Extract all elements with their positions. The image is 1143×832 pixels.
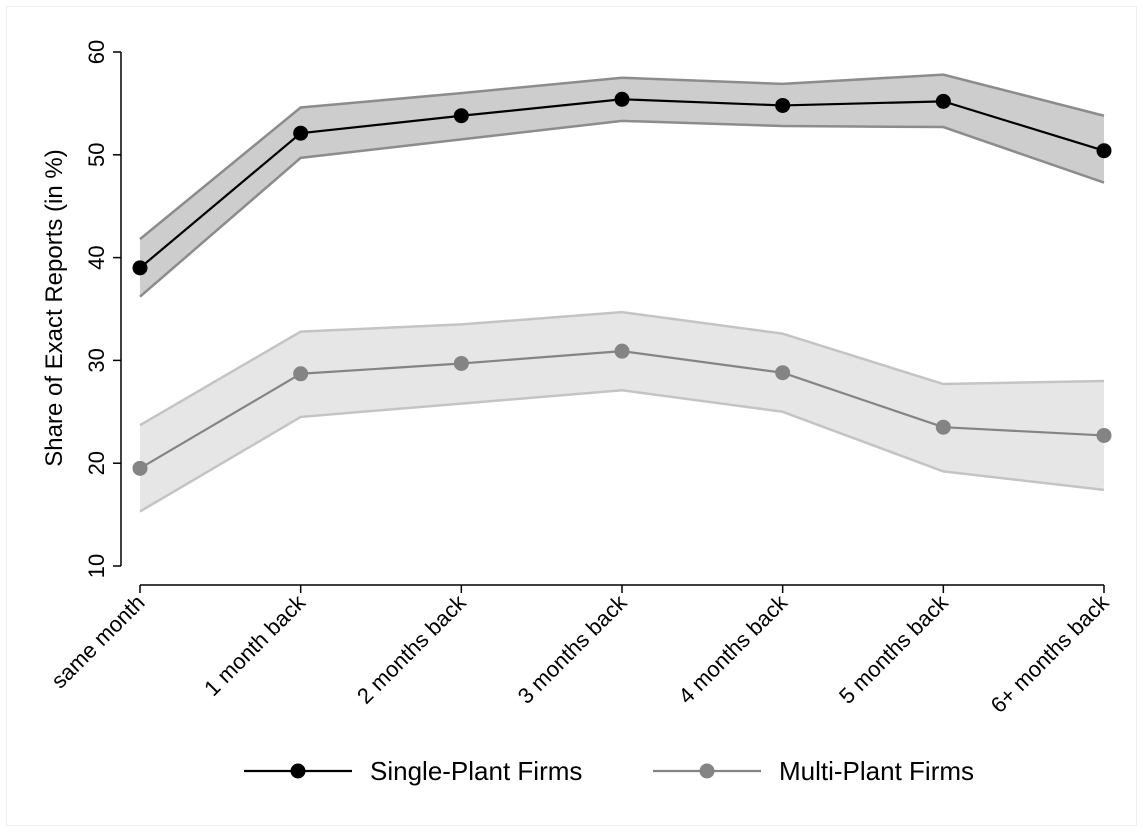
data-point-series-2-6-months-back (1096, 427, 1112, 443)
legend: Single-Plant Firms Multi-Plant Firms (244, 756, 974, 786)
data-point-series-2-1-month-back (293, 366, 309, 382)
legend-marker-series-1 (290, 763, 306, 779)
data-point-series-2-2-months-back (453, 355, 469, 371)
data-point-series-1-1-month-back (293, 125, 309, 141)
ci-band-series-1 (140, 74, 1104, 297)
data-point-series-2-4-months-back (775, 365, 791, 381)
data-point-series-2-5-months-back (935, 419, 951, 435)
ci-lower-edge-series-2 (139, 388, 1105, 513)
data-point-series-1-4-months-back (775, 97, 791, 113)
data-point-series-2-same-month (132, 460, 148, 476)
ci-upper-edge-series-1 (139, 73, 1105, 241)
y-tick-label-40: 40 (84, 245, 109, 269)
ci-bands (139, 73, 1105, 513)
data-point-series-1-3-months-back (614, 91, 630, 107)
legend-label-series-1: Single-Plant Firms (370, 756, 582, 786)
data-point-series-1-2-months-back (453, 108, 469, 124)
ci-band-series-2 (140, 312, 1104, 512)
data-point-series-2-3-months-back (614, 343, 630, 359)
ci-upper-edge-series-2 (139, 310, 1105, 427)
data-point-series-1-5-months-back (935, 93, 951, 109)
legend-label-series-2: Multi-Plant Firms (779, 756, 974, 786)
y-tick-label-60: 60 (84, 40, 109, 64)
data-points (132, 91, 1112, 476)
data-point-series-1-same-month (132, 260, 148, 276)
y-tick-label-30: 30 (84, 348, 109, 372)
ci-lower-edge-series-1 (139, 119, 1105, 298)
y-tick-label-10: 10 (84, 554, 109, 578)
y-tick-label-50: 50 (84, 143, 109, 167)
y-axis-title: Share of Exact Reports (in %) (41, 149, 68, 466)
legend-marker-series-2 (699, 763, 715, 779)
y-tick-label-20: 20 (84, 451, 109, 475)
data-point-series-1-6-months-back (1096, 143, 1112, 159)
